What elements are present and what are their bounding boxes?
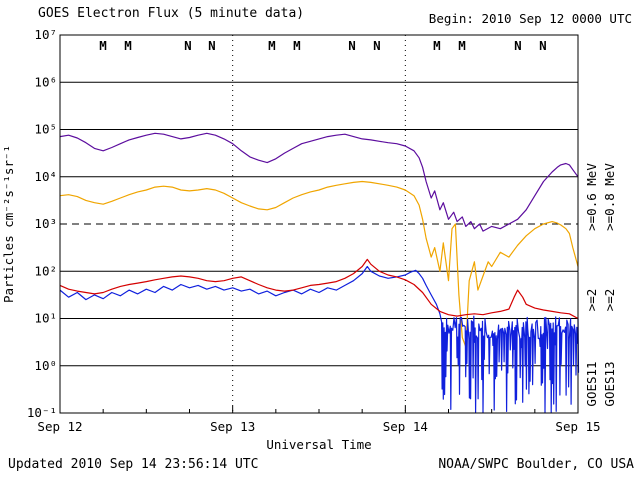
source-label: NOAA/SWPC Boulder, CO USA bbox=[438, 457, 634, 472]
y-tick-label: 10⁵ bbox=[34, 122, 57, 137]
updated-timestamp: Updated 2010 Sep 14 23:56:14 UTC bbox=[8, 457, 258, 472]
event-marker-letter: M bbox=[268, 38, 276, 53]
series-line-goes11-0-6-mev bbox=[59, 132, 579, 232]
event-marker-letter: M bbox=[293, 38, 301, 53]
series-legend-labels: >=0.6 MeV >=0.8 MeV >=2 >=2 GOES11 GOES13 bbox=[584, 163, 617, 407]
x-tick-label: Sep 13 bbox=[210, 419, 255, 434]
y-tick-label: 10⁻¹ bbox=[27, 405, 57, 420]
event-marker-letter: M bbox=[99, 38, 107, 53]
x-tick-labels: Sep 12 Sep 13 Sep 14 Sep 15 bbox=[37, 419, 600, 434]
legend-label-goes13: GOES13 bbox=[602, 361, 617, 406]
x-tick-label: Sep 14 bbox=[383, 419, 428, 434]
y-tick-label: 10² bbox=[34, 263, 57, 278]
event-marker-letter: N bbox=[208, 38, 216, 53]
legend-label--0-6-mev: >=0.6 MeV bbox=[584, 163, 599, 231]
y-tick-label: 10⁴ bbox=[34, 169, 57, 184]
x-axis-label: Universal Time bbox=[266, 437, 371, 452]
legend-label-goes11: GOES11 bbox=[584, 361, 599, 406]
legend-label--2: >=2 bbox=[602, 289, 617, 312]
y-axis-label: Particles cm⁻²s⁻¹sr⁻¹ bbox=[1, 145, 16, 303]
legend-label--0-8-mev: >=0.8 MeV bbox=[602, 163, 617, 231]
data-series bbox=[59, 132, 580, 414]
event-marker-letter: N bbox=[184, 38, 192, 53]
legend-label--2: >=2 bbox=[584, 289, 599, 312]
chart-title: GOES Electron Flux (5 minute data) bbox=[38, 6, 304, 21]
event-marker-letter: N bbox=[539, 38, 547, 53]
grid-lines bbox=[60, 35, 578, 413]
y-tick-label: 10⁶ bbox=[34, 74, 57, 89]
event-marker-letter: N bbox=[348, 38, 356, 53]
series-line-goes11-2-mev bbox=[59, 265, 580, 414]
x-tick-label: Sep 12 bbox=[37, 419, 82, 434]
event-marker-letter: M bbox=[433, 38, 441, 53]
y-tick-labels: 10⁻¹ 10⁰ 10¹ 10² 10³ 10⁴ 10⁵ 10⁶ 10⁷ bbox=[27, 27, 57, 420]
x-tick-label: Sep 15 bbox=[555, 419, 600, 434]
y-tick-label: 10⁰ bbox=[34, 358, 57, 373]
series-line-goes13-2-mev bbox=[59, 258, 579, 320]
event-marker-letter: N bbox=[514, 38, 522, 53]
event-marker-letter: M bbox=[458, 38, 466, 53]
y-tick-label: 10⁷ bbox=[34, 27, 57, 42]
begin-timestamp: Begin: 2010 Sep 12 0000 UTC bbox=[429, 11, 632, 26]
y-tick-label: 10¹ bbox=[34, 311, 57, 326]
y-tick-label: 10³ bbox=[34, 216, 57, 231]
event-marker-letter: N bbox=[373, 38, 381, 53]
event-marker-letter: M bbox=[124, 38, 132, 53]
series-line-goes13-0-8-mev bbox=[59, 180, 579, 348]
axes-frame bbox=[59, 34, 579, 414]
